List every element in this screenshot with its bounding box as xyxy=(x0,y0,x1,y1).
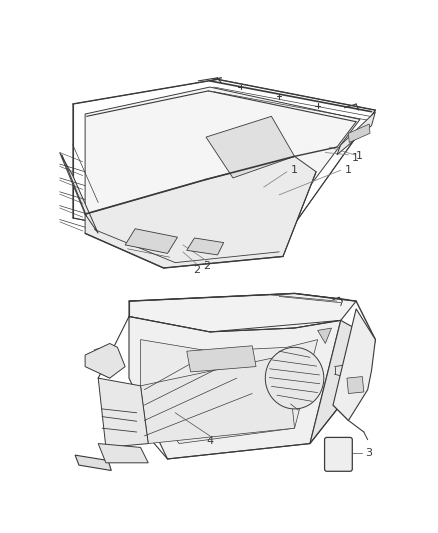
Text: 2: 2 xyxy=(193,264,200,274)
Polygon shape xyxy=(73,79,375,256)
Polygon shape xyxy=(98,378,148,447)
Polygon shape xyxy=(333,309,375,421)
Text: 1: 1 xyxy=(352,153,359,163)
Polygon shape xyxy=(85,156,316,268)
Polygon shape xyxy=(265,348,324,409)
Polygon shape xyxy=(187,346,256,372)
Polygon shape xyxy=(337,112,375,155)
Polygon shape xyxy=(187,238,224,255)
Polygon shape xyxy=(75,455,111,471)
Polygon shape xyxy=(141,355,294,443)
Polygon shape xyxy=(125,229,177,253)
Text: 4: 4 xyxy=(206,436,213,446)
Text: 3: 3 xyxy=(365,448,372,458)
Polygon shape xyxy=(98,294,375,459)
Polygon shape xyxy=(310,320,375,443)
Polygon shape xyxy=(141,340,318,443)
Polygon shape xyxy=(129,294,356,332)
Text: 2: 2 xyxy=(203,261,210,271)
Polygon shape xyxy=(98,443,148,463)
FancyBboxPatch shape xyxy=(325,438,352,471)
Polygon shape xyxy=(129,317,341,459)
Text: 1: 1 xyxy=(291,165,298,175)
Polygon shape xyxy=(318,328,332,343)
Text: 1: 1 xyxy=(356,151,363,161)
Polygon shape xyxy=(347,377,364,393)
Polygon shape xyxy=(85,87,360,253)
Polygon shape xyxy=(60,152,98,233)
Polygon shape xyxy=(85,343,125,378)
Text: 1: 1 xyxy=(345,165,352,175)
Polygon shape xyxy=(206,116,294,178)
Polygon shape xyxy=(349,124,370,142)
